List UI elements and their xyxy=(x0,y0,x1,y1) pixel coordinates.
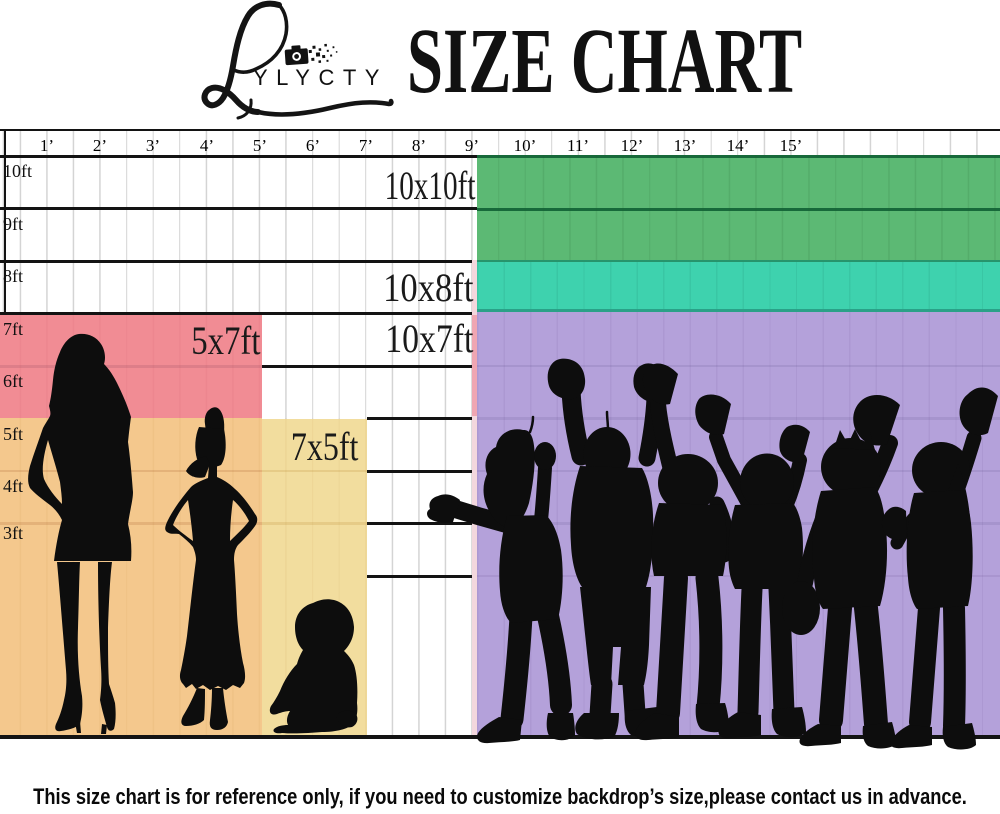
svg-text:YLYCTY: YLYCTY xyxy=(253,65,388,90)
